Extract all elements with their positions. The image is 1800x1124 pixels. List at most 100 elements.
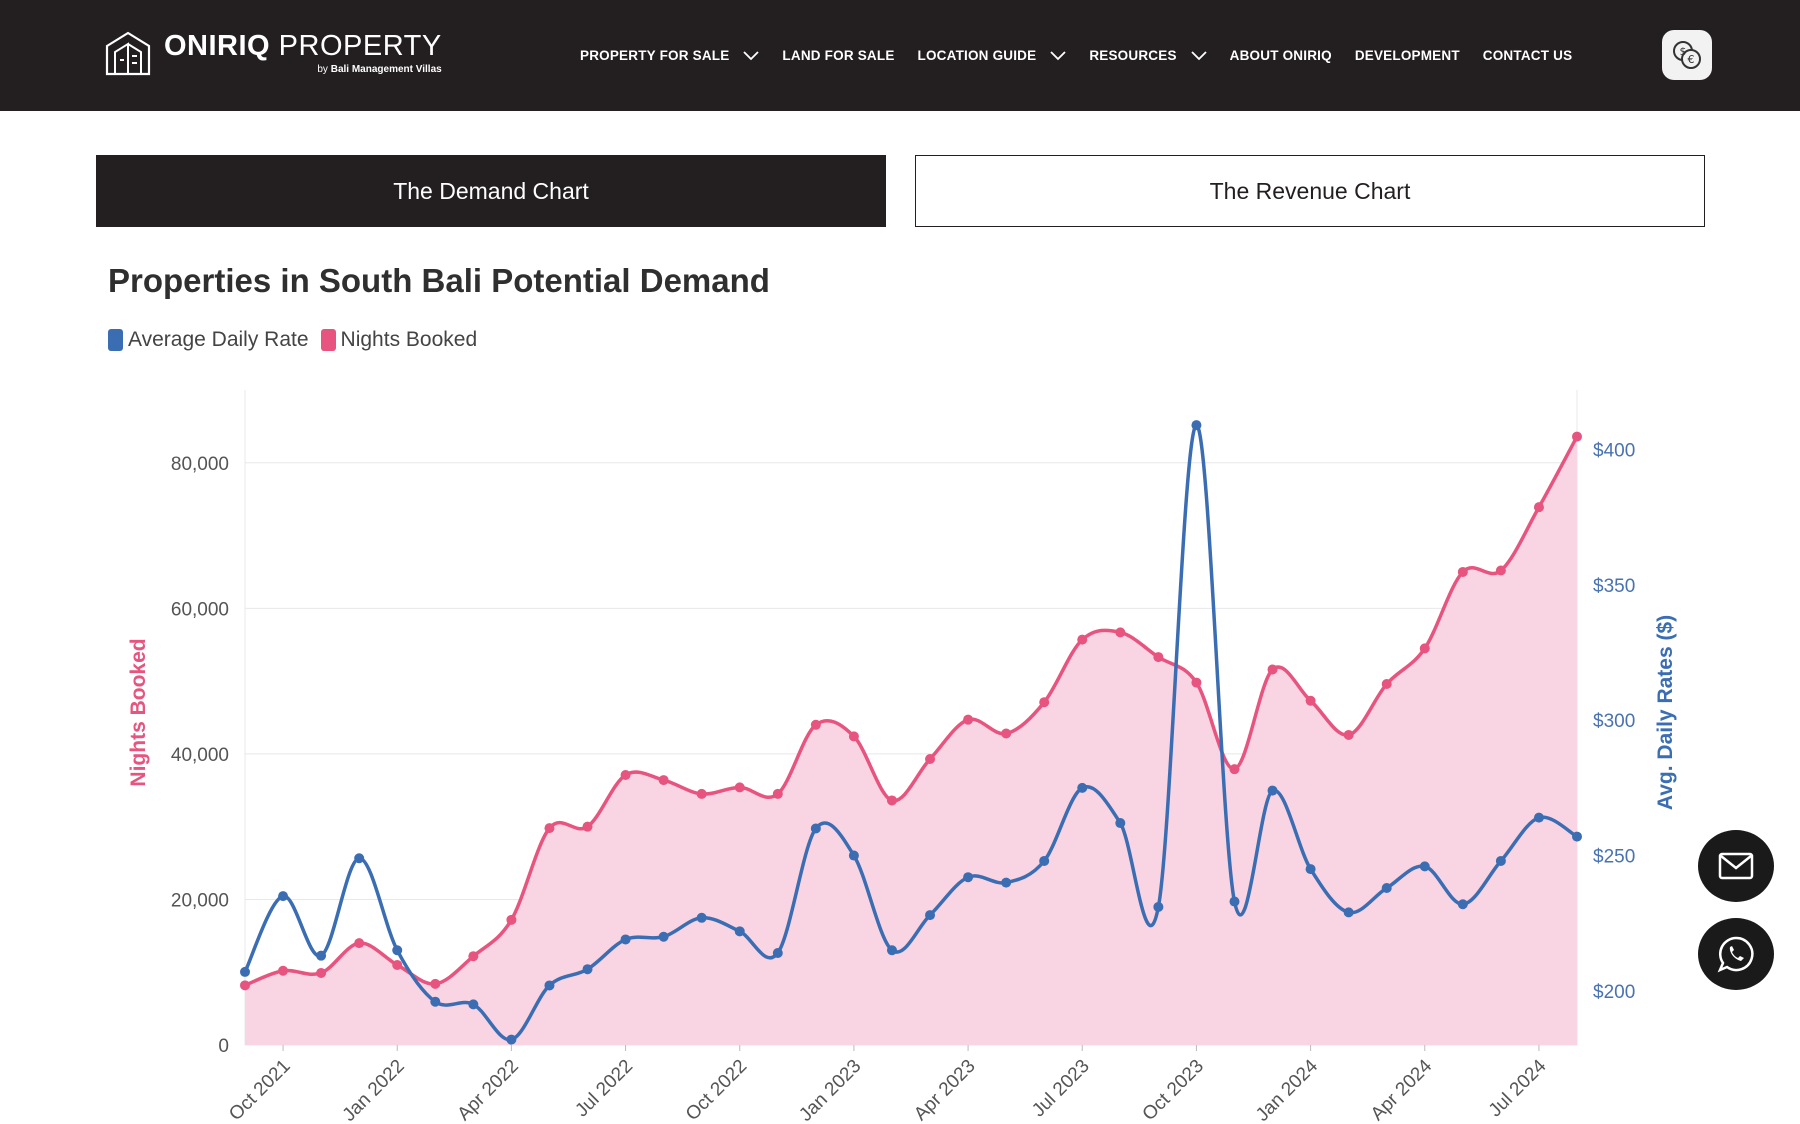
adr-point (848, 850, 859, 861)
adr-point (1229, 896, 1240, 907)
x-tick-label: Jan 2023 (795, 1056, 865, 1124)
nights-booked-point (1153, 652, 1164, 663)
nav-contact-us[interactable]: CONTACT US (1482, 48, 1573, 63)
y-left-axis-title: Nights Booked (127, 638, 150, 786)
x-tick-label: Jan 2024 (1252, 1055, 1322, 1124)
legend-label-adr: Average Daily Rate (128, 328, 309, 351)
y-right-tick-label: $300 (1593, 711, 1635, 732)
adr-point (1533, 812, 1544, 823)
svg-text:$: $ (1680, 45, 1687, 58)
nights-booked-point (810, 719, 821, 730)
nav-resources[interactable]: RESOURCES (1089, 48, 1207, 63)
tab-demand-label: The Demand Chart (393, 177, 589, 204)
adr-point (468, 999, 479, 1010)
adr-point (620, 934, 631, 945)
x-tick-label: Oct 2023 (1139, 1056, 1208, 1124)
chart-legend: Average Daily Rate Nights Booked (108, 328, 489, 352)
top-navigation-bar: ONIRIQ PROPERTY by Bali Management Villa… (0, 0, 1800, 111)
nights-booked-point (1305, 695, 1316, 706)
adr-point (430, 996, 441, 1007)
nights-booked-point (1457, 566, 1468, 577)
y-left-tick-label: 20,000 (171, 890, 229, 911)
nights-booked-point (1381, 679, 1392, 690)
nights-booked-point (1533, 502, 1544, 513)
adr-point (316, 950, 327, 961)
adr-point (1077, 782, 1088, 793)
adr-point (886, 945, 897, 956)
logo-brand: ONIRIQ PROPERTY (164, 30, 442, 62)
nights-booked-point (354, 938, 365, 949)
adr-point (1267, 785, 1278, 796)
x-tick-label: Apr 2023 (910, 1056, 979, 1124)
y-left-tick-label: 80,000 (171, 454, 229, 475)
adr-point (1457, 899, 1468, 910)
tab-revenue-chart[interactable]: The Revenue Chart (915, 155, 1705, 227)
y-right-tick-label: $400 (1593, 441, 1635, 462)
nights-booked-point (1077, 634, 1088, 645)
currency-exchange-icon: $ € (1673, 41, 1701, 69)
tab-demand-chart[interactable]: The Demand Chart (96, 155, 886, 227)
nights-booked-point (1267, 664, 1278, 675)
legend-swatch-nights (320, 329, 336, 351)
mail-icon (1718, 852, 1754, 880)
x-tick-label: Apr 2022 (454, 1056, 523, 1124)
y-left-tick-label: 60,000 (171, 599, 229, 620)
nights-booked-point (772, 788, 783, 799)
svg-text:€: € (1688, 53, 1695, 66)
nav-about-oniriq[interactable]: ABOUT ONIRIQ (1229, 48, 1332, 63)
adr-point (696, 912, 707, 923)
nights-booked-point (848, 731, 859, 742)
nights-booked-point (1572, 431, 1582, 442)
legend-label-nights: Nights Booked (340, 328, 478, 351)
nights-booked-point (316, 967, 327, 978)
x-tick-label: Jan 2022 (339, 1056, 409, 1124)
adr-point (772, 947, 783, 958)
nights-booked-point (1419, 643, 1430, 654)
y-left-tick-label: 40,000 (171, 745, 229, 766)
nights-booked-point (1495, 565, 1506, 576)
email-button[interactable] (1698, 830, 1774, 902)
whatsapp-button[interactable] (1698, 918, 1774, 990)
nav-property-for-sale[interactable]: PROPERTY FOR SALE (580, 48, 760, 63)
nights-booked-point (1191, 677, 1202, 688)
logo-tagline: by Bali Management Villas (317, 64, 442, 75)
legend-nights-booked[interactable]: Nights Booked (320, 328, 478, 352)
nights-booked-point (506, 914, 517, 925)
chevron-down-icon (1050, 50, 1066, 60)
nights-booked-point (1343, 729, 1354, 740)
nav-development[interactable]: DEVELOPMENT (1354, 48, 1460, 63)
adr-point (1495, 855, 1506, 866)
currency-switch-button[interactable]: $ € (1662, 30, 1712, 80)
nights-booked-point (734, 782, 745, 793)
adr-point (1343, 907, 1354, 918)
adr-point (544, 980, 555, 991)
nights-booked-point (963, 714, 974, 725)
chart-title: Properties in South Bali Potential Deman… (108, 262, 770, 299)
nights-booked-point (430, 978, 441, 989)
adr-point (1572, 831, 1582, 842)
adr-point (506, 1034, 517, 1045)
oniriq-logo[interactable]: ONIRIQ PROPERTY by Bali Management Villa… (104, 30, 442, 82)
legend-average-daily-rate[interactable]: Average Daily Rate (108, 328, 309, 352)
nav-land-for-sale[interactable]: LAND FOR SALE (782, 48, 895, 63)
nights-booked-point (1039, 697, 1050, 708)
adr-point (1381, 883, 1392, 894)
legend-swatch-adr (108, 329, 123, 351)
tab-revenue-label: The Revenue Chart (1209, 177, 1411, 204)
nights-booked-point (925, 753, 936, 764)
nights-booked-point (240, 980, 250, 991)
adr-point (240, 966, 250, 977)
nav-location-guide[interactable]: LOCATION GUIDE (918, 48, 1067, 63)
adr-point (1115, 818, 1126, 829)
adr-point (658, 931, 669, 942)
adr-point (925, 910, 936, 921)
house-logo-icon (105, 31, 151, 76)
nights-booked-point (468, 951, 479, 962)
x-tick-label: Oct 2021 (225, 1056, 294, 1124)
x-tick-label: Jul 2024 (1485, 1055, 1551, 1121)
nights-booked-point (392, 959, 403, 970)
y-right-tick-label: $350 (1593, 576, 1635, 597)
adr-point (734, 926, 745, 937)
nights-booked-point (1001, 728, 1012, 739)
chevron-down-icon (1191, 50, 1207, 60)
